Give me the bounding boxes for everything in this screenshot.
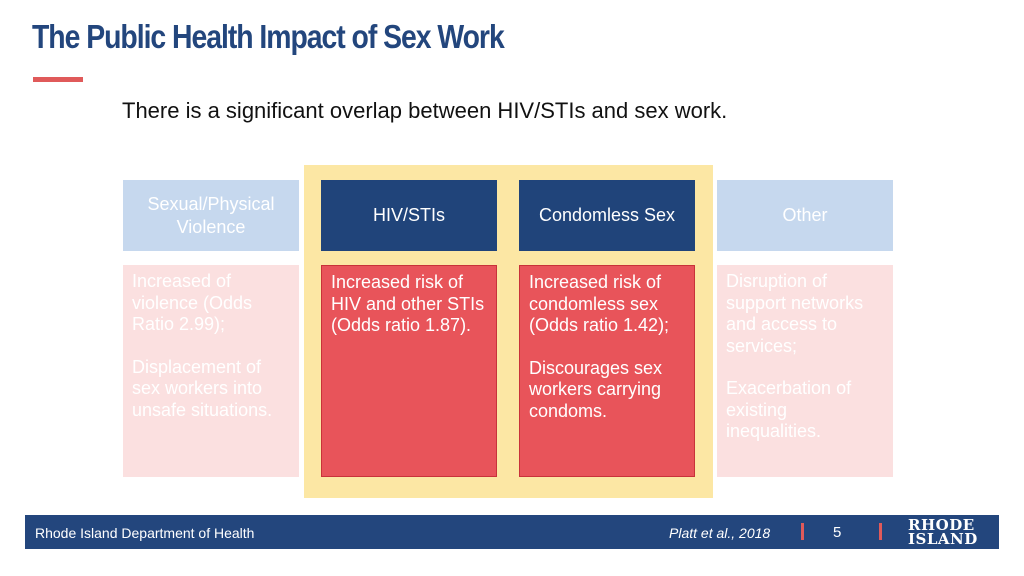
condomless-point-2: Discourages sex workers carrying condoms… — [529, 357, 663, 421]
hiv-point-1: Increased risk of HIV and other STIs (Od… — [331, 272, 485, 335]
page-number: 5 — [833, 524, 842, 541]
column-body-hiv-stis: Increased risk of HIV and other STIs (Od… — [321, 265, 497, 477]
other-point-1: Disruption of support networks and acces… — [726, 271, 864, 356]
condomless-point-1: Increased risk of condomless sex (Odds r… — [529, 272, 670, 335]
violence-point-2: Displacement of sex workers into unsafe … — [132, 356, 273, 420]
other-point-2: Exacerbation of existing inequalities. — [726, 378, 852, 441]
footer-bar: Rhode Island Department of Health Platt … — [25, 515, 999, 549]
logo-line-2: ISLAND — [908, 530, 978, 548]
footer-separator — [801, 523, 804, 540]
slide-title: The Public Health Impact of Sex Work — [32, 18, 505, 55]
logo-line-1: RHODE — [908, 516, 975, 534]
rhode-island-logo: RHODE ISLAND — [908, 516, 978, 548]
column-body-other: Disruption of support networks and acces… — [717, 265, 893, 477]
violence-point-1: Increased of violence (Odds Ratio 2.99); — [132, 271, 253, 334]
column-header-condomless-sex: Condomless Sex — [519, 180, 695, 251]
footer-citation: Platt et al., 2018 — [669, 525, 771, 541]
footer-organization: Rhode Island Department of Health — [35, 525, 255, 541]
slide-subtitle: There is a significant overlap between H… — [122, 98, 728, 123]
title-underline — [33, 77, 83, 82]
column-header-other: Other — [717, 180, 893, 251]
footer-separator — [879, 523, 882, 540]
column-header-hiv-stis: HIV/STIs — [321, 180, 497, 251]
column-body-condomless-sex: Increased risk of condomless sex (Odds r… — [519, 265, 695, 477]
column-header-violence: Sexual/Physical Violence — [123, 180, 299, 251]
column-body-violence: Increased of violence (Odds Ratio 2.99);… — [123, 265, 299, 477]
